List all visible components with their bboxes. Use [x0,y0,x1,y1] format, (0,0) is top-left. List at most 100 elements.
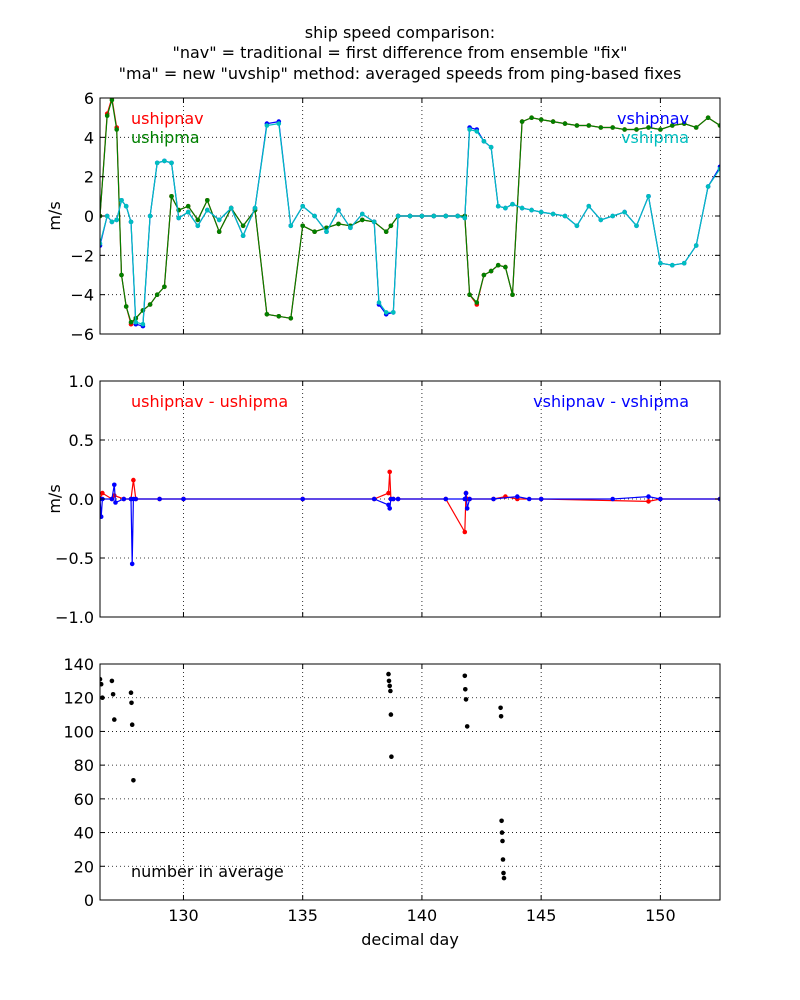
y-tick-label: 100 [63,722,94,741]
data-point-vshipma [681,260,687,266]
title-line-2: "nav" = traditional = first difference f… [172,43,627,62]
data-point-vshipnav-vshipma [100,514,104,519]
data-point-number-in-average [129,722,135,727]
data-point-vshipma [195,223,201,229]
data-point-vshipma [646,194,651,199]
data-point-number-in-average [464,724,470,729]
data-point-ushipma [288,316,294,321]
data-point-number-in-average [498,705,503,711]
data-point-ushipma [586,123,592,128]
data-point-vshipma [598,217,604,223]
data-point-vshipma [128,219,134,225]
data-point-vshipma [240,233,246,238]
data-point-vshipnav-vshipma [658,496,663,502]
title-line-1: ship speed comparison: [305,23,495,42]
data-point-vshipma [495,203,501,209]
x-tick-label: 145 [526,906,557,925]
data-point-vshipma [693,243,699,248]
data-point-vshipma [123,203,129,209]
data-point-ushipma [360,217,365,223]
y-axis-label: m/s [45,201,64,230]
data-point-vshipnav-vshipma [443,496,449,502]
plot-frame [99,663,721,901]
data-point-ushipma [205,198,210,203]
y-axis-label: m/s [45,484,64,513]
data-point-vshipma [510,201,515,207]
data-point-vshipma [176,215,181,221]
annotation-ushipma: ushipma [131,128,200,147]
data-point-ushipnav-ushipma [462,529,468,535]
data-point-vshipma [481,139,487,144]
series-line-vshipnav-vshipma [100,484,720,564]
data-point-vshipma [419,213,425,219]
data-point-vshipma [455,213,461,219]
data-point-number-in-average [112,717,117,722]
data-point-number-in-average [462,673,468,679]
y-tick-label: −1.0 [55,608,94,627]
data-point-vshipnav-vshipma [181,496,186,502]
data-point-vshipma [443,213,449,219]
data-point-vshipma [622,209,627,215]
data-point-ushipma [646,125,651,130]
data-point-ushipma [104,113,110,118]
data-point-ushipma [503,264,508,270]
data-point-number-in-average [128,690,134,695]
data-point-ushipnav-ushipma [387,469,393,475]
data-point-vshipma [431,213,437,219]
data-point-ushipnav-ushipma [646,499,651,504]
series-group [100,98,720,329]
data-point-number-in-average [389,754,394,759]
data-point-vshipma [252,205,258,211]
x-tick-label: 130 [168,906,199,925]
data-point-vshipma [324,229,329,234]
data-point-ushipma [169,194,174,199]
data-point-vshipma [133,319,139,325]
data-point-vshipma [562,213,568,219]
data-point-vshipma [462,215,468,221]
data-point-ushipma [622,127,627,132]
y-tick-label: 40 [74,824,94,843]
data-point-vshipma [717,166,720,172]
annotation-ushipnav-ushipma: ushipnav - ushipma [131,392,288,411]
data-point-vshipnav-vshipma [113,500,118,505]
data-point-ushipma [147,302,153,307]
y-tick-label: 20 [74,857,94,876]
data-point-vshipma [360,211,365,217]
data-point-ushipma [467,292,472,298]
data-point-number-in-average [100,676,103,682]
data-point-ushipma [276,314,282,319]
data-point-ushipma [114,127,119,132]
data-point-number-in-average [131,778,136,783]
data-point-vshipnav-vshipma [391,496,396,502]
data-point-vshipma [407,213,413,219]
data-point-vshipma [140,321,146,327]
data-point-ushipma [300,223,306,229]
data-point-number-in-average [386,678,392,684]
y-tick-label: 0 [84,207,94,226]
data-point-vshipma [119,198,124,203]
y-tick-label: 120 [63,689,94,708]
data-point-ushipma [216,229,222,234]
x-tick-label: 135 [287,906,318,925]
data-point-ushipnav-ushipma [386,490,391,496]
data-point-ushipma [562,121,568,126]
data-point-vshipma [300,203,306,209]
data-point-vshipma [169,160,174,166]
annotation-number-in-average: number in average [131,862,284,881]
data-point-vshipma [395,213,401,219]
data-point-vshipma [114,217,119,223]
data-point-ushipma [598,125,604,130]
data-point-ushipma [681,121,687,126]
data-point-ushipma [488,268,494,274]
data-point-ushipma [670,123,675,128]
data-point-ushipnav-ushipma [100,490,105,496]
data-point-ushipma [240,223,246,229]
data-point-vshipma [383,310,389,315]
data-point-number-in-average [498,714,504,719]
data-point-ushipma [109,98,115,103]
data-point-ushipma [474,300,480,305]
data-point-number-in-average [499,830,505,835]
data-point-vshipma [391,310,396,315]
data-point-number-in-average [463,697,469,702]
data-point-vshipma [519,205,525,211]
